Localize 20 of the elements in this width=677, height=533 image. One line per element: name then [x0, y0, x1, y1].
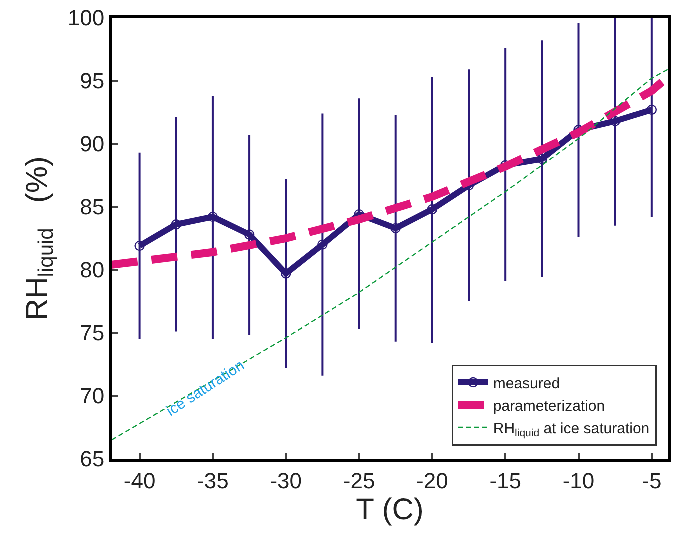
y-tick-label: 85 [80, 194, 105, 220]
legend-label: parameterization [493, 398, 606, 415]
y-tick-label: 95 [80, 68, 105, 94]
x-tick-label: -5 [642, 468, 662, 494]
y-tick-label: 100 [68, 6, 105, 31]
x-tick-label: -35 [197, 468, 229, 494]
x-tick-label: -10 [562, 468, 595, 494]
legend-label: measured [493, 375, 560, 392]
y-tick-label: 75 [80, 320, 105, 346]
x-tick-label: -25 [343, 468, 376, 494]
x-tick-label: -30 [270, 468, 302, 494]
x-tick-label: -40 [124, 468, 156, 494]
y-tick-label: 90 [80, 132, 105, 157]
x-tick-label: -20 [416, 468, 448, 494]
x-axis-title: T (C) [356, 493, 424, 526]
y-tick-label: 65 [80, 446, 105, 472]
y-tick-label: 70 [80, 384, 105, 409]
legend-label: RH$_{liquid}$ at ice saturation [493, 420, 650, 440]
y-tick-label: 80 [80, 258, 105, 283]
x-tick-label: -15 [490, 468, 522, 494]
